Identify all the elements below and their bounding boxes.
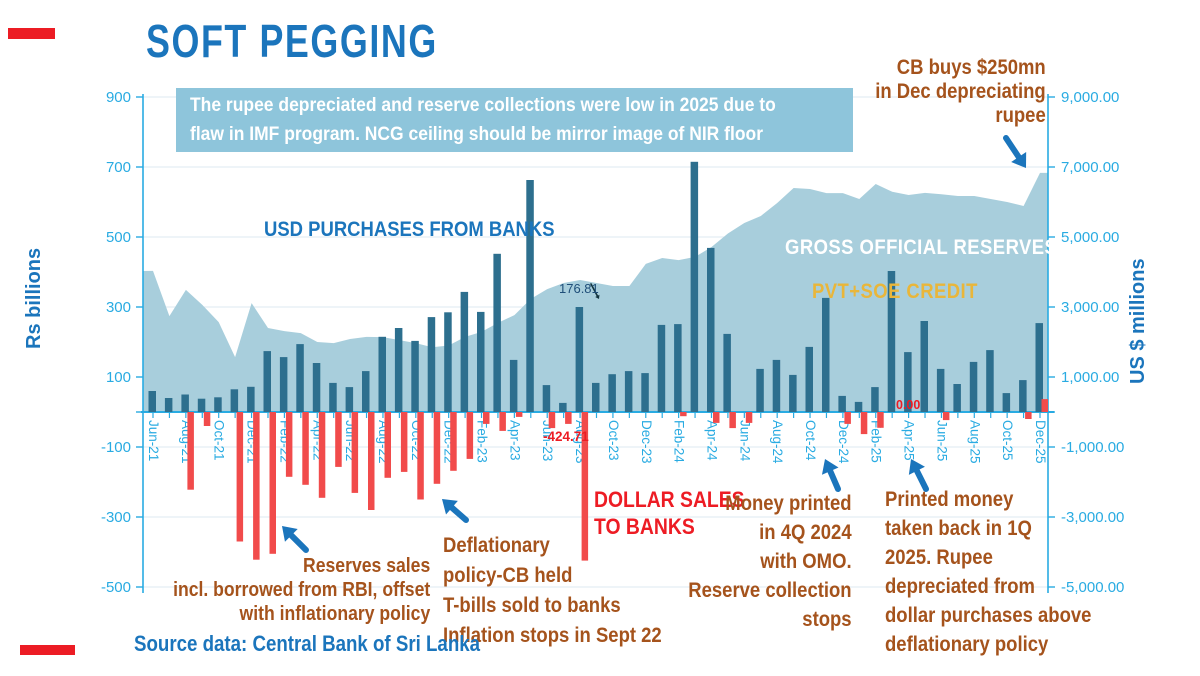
svg-text:Oct-23: Oct-23 xyxy=(606,420,621,461)
svg-text:-1,000.00: -1,000.00 xyxy=(1061,439,1124,456)
svg-text:Aug-25: Aug-25 xyxy=(967,420,982,464)
svg-text:100: 100 xyxy=(106,369,131,386)
annotation-line: Reserve collection xyxy=(688,579,852,602)
annotation-line: CB buys $250mn xyxy=(897,56,1046,79)
annotation-line: with inflationary policy xyxy=(239,603,430,625)
svg-text:7,000.00: 7,000.00 xyxy=(1061,159,1119,176)
right-axis-title: US $ millions xyxy=(1127,258,1149,384)
annotation-line: depreciated from xyxy=(885,575,1035,598)
svg-text:Feb-24: Feb-24 xyxy=(672,420,687,463)
svg-text:Feb-23: Feb-23 xyxy=(475,420,490,463)
svg-text:Dec-23: Dec-23 xyxy=(639,420,654,464)
svg-text:Apr-24: Apr-24 xyxy=(704,420,719,461)
svg-text:300: 300 xyxy=(106,299,131,316)
svg-text:9,000.00: 9,000.00 xyxy=(1061,89,1119,106)
data-label-0-00: 0.00 xyxy=(896,398,921,412)
annotation-line: Printed money xyxy=(885,488,1014,511)
annotation-line: Inflation stops in Sept 22 xyxy=(443,624,662,647)
annotation-line: 2025. Rupee xyxy=(885,546,993,569)
annotation-line: DOLLAR SALES xyxy=(594,487,745,512)
gross-reserves-series-label: GROSS OFFICIAL RESERVES xyxy=(785,236,1058,259)
svg-text:500: 500 xyxy=(106,229,131,246)
svg-text:-300: -300 xyxy=(101,509,131,526)
svg-text:Apr-23: Apr-23 xyxy=(507,420,522,461)
svg-text:Oct-24: Oct-24 xyxy=(803,420,818,461)
svg-text:Oct-21: Oct-21 xyxy=(212,420,227,461)
annotation-line: The rupee depreciated and reserve collec… xyxy=(190,95,776,116)
dollar-sales-series-label: DOLLAR SALES TO BANKS xyxy=(594,486,745,540)
annotation-line: incl. borrowed from RBI, offset xyxy=(172,579,430,601)
svg-text:-5,000.00: -5,000.00 xyxy=(1061,579,1124,596)
data-label-176-81: 176.81 xyxy=(559,281,599,296)
svg-text:1,000.00: 1,000.00 xyxy=(1061,369,1119,386)
annotation-line: in 4Q 2024 xyxy=(759,521,852,544)
annotation-printed-money-taken-back: Printed money taken back in 1Q 2025. Rupee… xyxy=(885,485,1091,659)
svg-text:-3,000.00: -3,000.00 xyxy=(1061,509,1124,526)
annotation-deflationary-policy: Deflationary policy-CB held T-bills sold t… xyxy=(443,531,662,651)
svg-text:900: 900 xyxy=(106,89,131,106)
annotation-line: policy-CB held xyxy=(443,564,573,587)
annotation-line: TO BANKS xyxy=(594,514,695,539)
annotation-line: T-bills sold to banks xyxy=(443,594,621,617)
svg-text:Dec-25: Dec-25 xyxy=(1033,420,1048,464)
red-dash-top-decoration xyxy=(8,28,55,39)
svg-text:Aug-24: Aug-24 xyxy=(770,420,785,464)
annotation-line: flaw in IMF program. NCG ceiling should … xyxy=(190,124,764,145)
annotation-line: Reserves sales xyxy=(302,555,430,577)
annotation-line: in Dec depreciating xyxy=(875,80,1046,103)
svg-text:700: 700 xyxy=(106,159,131,176)
svg-text:Jun-25: Jun-25 xyxy=(934,420,949,461)
page-title: SOFT PEGGING xyxy=(146,15,438,67)
svg-text:Oct-25: Oct-25 xyxy=(1000,420,1015,461)
svg-text:3,000.00: 3,000.00 xyxy=(1061,299,1119,316)
left-axis-title: Rs billions xyxy=(23,247,45,349)
pvt-soe-credit-label: PVT+SOE CREDIT xyxy=(812,280,978,303)
annotation-line: deflationary policy xyxy=(885,633,1049,656)
info-box: The rupee depreciated and reserve collec… xyxy=(176,88,853,152)
svg-text:Feb-25: Feb-25 xyxy=(869,420,884,463)
svg-text:5,000.00: 5,000.00 xyxy=(1061,229,1119,246)
annotation-reserves-sales: Reserves sales incl. borrowed from RBI, o… xyxy=(173,554,430,626)
annotation-line: rupee xyxy=(995,104,1046,127)
source-note: Source data: Central Bank of Sri Lanka xyxy=(134,631,481,656)
svg-text:Jun-24: Jun-24 xyxy=(737,420,752,462)
annotation-line: Deflationary xyxy=(443,534,550,557)
svg-text:Apr-25: Apr-25 xyxy=(902,420,917,461)
annotation-line: with OMO. xyxy=(760,550,852,573)
svg-text:-500: -500 xyxy=(101,579,131,596)
usd-purchases-series-label: USD PURCHASES FROM BANKS xyxy=(264,218,555,241)
svg-text:Jun-21: Jun-21 xyxy=(146,420,161,461)
data-label-neg-424-71: -424.71 xyxy=(543,429,589,444)
annotation-line: stops xyxy=(802,608,852,631)
svg-text:Dec-24: Dec-24 xyxy=(836,420,851,464)
red-dash-bottom-decoration xyxy=(20,645,75,655)
svg-text:-100: -100 xyxy=(101,439,131,456)
annotation-cb-buys-250mn: CB buys $250mn in Dec depreciating rupee xyxy=(876,56,1046,128)
svg-text:Jun-23: Jun-23 xyxy=(540,420,555,461)
annotation-line: taken back in 1Q xyxy=(885,517,1032,540)
annotation-line: dollar purchases above xyxy=(885,604,1092,627)
annotation-line: Money printed xyxy=(725,492,852,515)
annotation-money-printed: Money printed in 4Q 2024 with OMO. Reserve … xyxy=(689,489,852,634)
